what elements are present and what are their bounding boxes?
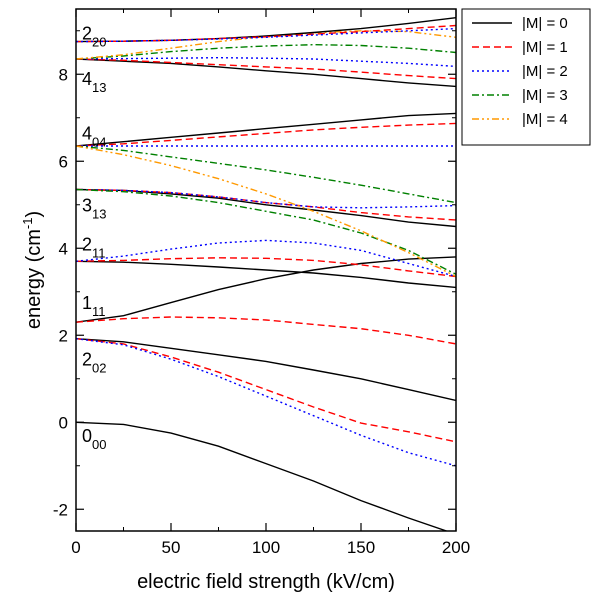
state-label: 211 bbox=[82, 234, 106, 260]
x-tick-label: 100 bbox=[252, 538, 280, 557]
series-line-3_13-m2 bbox=[76, 188, 456, 209]
series-line-4_13-m0 bbox=[76, 58, 456, 88]
series-line-2_02-m0 bbox=[76, 338, 456, 402]
state-label: 202 bbox=[82, 350, 106, 376]
y-tick-label: -2 bbox=[53, 500, 68, 519]
series-line-4_13-m2 bbox=[76, 56, 456, 68]
y-tick-label: 0 bbox=[59, 413, 68, 432]
legend-label: |M| = 3 bbox=[522, 87, 568, 104]
x-tick-label: 0 bbox=[71, 538, 80, 557]
series-layer bbox=[76, 17, 456, 531]
legend-label: |M| = 1 bbox=[522, 39, 568, 56]
series-line-4_04-m0 bbox=[76, 112, 456, 147]
state-label-sub: 13 bbox=[92, 80, 106, 95]
state-label: 404 bbox=[82, 124, 106, 150]
y-axis-title-sup: -1 bbox=[20, 218, 35, 230]
legend: |M| = 0 |M| = 1 |M| = 2 |M| = 3 |M| = 4 bbox=[461, 8, 591, 146]
state-label-sub: 00 bbox=[92, 437, 106, 452]
y-axis-title: energy (cm-1) bbox=[20, 211, 45, 329]
legend-items: |M| = 0 |M| = 1 |M| = 2 |M| = 3 |M| = 4 bbox=[472, 15, 568, 128]
state-label-main: 3 bbox=[82, 195, 92, 215]
series-line-1_11-m1 bbox=[76, 316, 456, 345]
state-label-sub: 02 bbox=[92, 361, 106, 376]
series-line-2_20-m0 bbox=[76, 17, 456, 43]
state-label-main: 1 bbox=[82, 293, 92, 313]
state-label-sub: 04 bbox=[92, 135, 106, 150]
state-label-sub: 20 bbox=[92, 34, 106, 49]
series-line-4_04-m1 bbox=[76, 122, 456, 147]
state-label-main: 2 bbox=[82, 23, 92, 43]
state-label-main: 0 bbox=[82, 426, 92, 446]
series-line-2_20-m2 bbox=[76, 27, 456, 43]
state-label: 413 bbox=[82, 69, 106, 95]
series-line-4_13-m1 bbox=[76, 58, 456, 80]
y-tick-label: 2 bbox=[59, 326, 68, 345]
series-line-3_13-m3 bbox=[76, 188, 456, 275]
series-line-1_11-m0 bbox=[76, 256, 456, 323]
series-line-0_00-m0 bbox=[76, 421, 447, 531]
series-line-2_20-m1 bbox=[76, 24, 456, 43]
x-tick-label: 50 bbox=[162, 538, 181, 557]
state-label-sub: 11 bbox=[92, 245, 106, 260]
series-line-2_11-m0 bbox=[76, 260, 456, 289]
y-tick-label: 4 bbox=[59, 239, 68, 258]
legend-label: |M| = 4 bbox=[522, 111, 568, 128]
series-line-3_13-m0 bbox=[76, 188, 456, 228]
series-line-4_13-m3 bbox=[76, 43, 456, 60]
series-line-2_02-m2 bbox=[76, 338, 456, 467]
series-line-4_04-m4 bbox=[76, 145, 456, 278]
series-line-4_13-m4 bbox=[76, 30, 456, 60]
series-line-2_11-m2 bbox=[76, 239, 456, 278]
x-tick-label: 200 bbox=[442, 538, 470, 557]
state-label-main: 4 bbox=[82, 124, 92, 144]
state-label-sub: 13 bbox=[92, 206, 106, 221]
y-axis-title-main: energy (cm bbox=[23, 229, 45, 329]
state-label-sub: 11 bbox=[92, 304, 106, 319]
state-label: 313 bbox=[82, 195, 106, 221]
y-axis-title-end: ) bbox=[23, 211, 45, 218]
state-label-main: 2 bbox=[82, 350, 92, 370]
series-line-2_11-m1 bbox=[76, 257, 456, 278]
x-tick-label: 150 bbox=[347, 538, 375, 557]
x-axis-title: electric field strength (kV/cm) bbox=[137, 571, 395, 592]
legend-box bbox=[461, 8, 591, 146]
legend-label: |M| = 0 bbox=[522, 15, 568, 32]
state-label: 000 bbox=[82, 426, 106, 452]
state-label-main: 2 bbox=[82, 234, 92, 254]
state-label: 220 bbox=[82, 23, 106, 49]
legend-label: |M| = 2 bbox=[522, 63, 568, 80]
state-label-main: 4 bbox=[82, 69, 92, 89]
y-tick-label: 6 bbox=[59, 152, 68, 171]
series-line-2_02-m1 bbox=[76, 338, 456, 443]
y-tick-label: 8 bbox=[59, 65, 68, 84]
state-label: 111 bbox=[82, 293, 106, 319]
series-line-4_04-m3 bbox=[76, 145, 456, 204]
